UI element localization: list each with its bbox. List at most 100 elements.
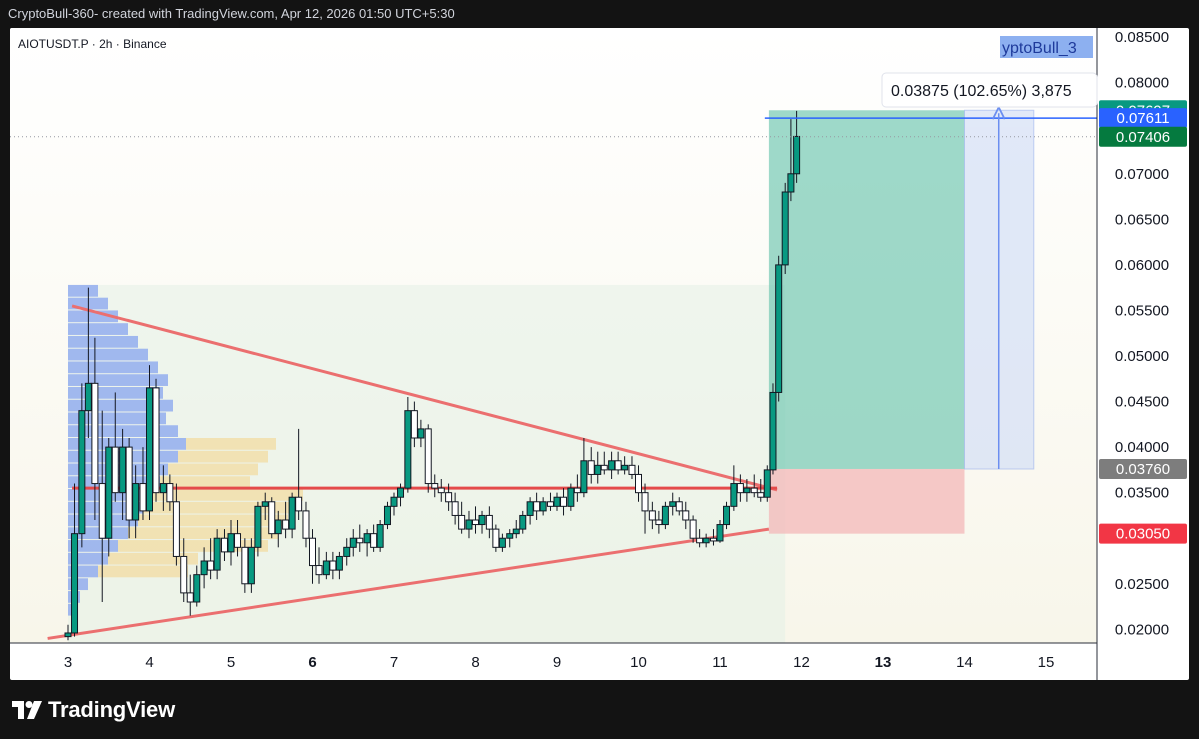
chart-frame[interactable]: 0.085000.080000.075000.070000.065000.060…: [10, 28, 1189, 680]
profile-bar-blue: [68, 323, 128, 335]
candle-body: [437, 487, 445, 494]
candle-body: [526, 501, 534, 516]
x-tick-label: 10: [630, 654, 647, 671]
y-tick-label: 0.06500: [1115, 211, 1169, 228]
candle-body: [71, 533, 79, 634]
profile-bar-blue: [68, 565, 98, 578]
profile-bar-blue: [68, 412, 166, 425]
profile-bar-blue: [68, 335, 138, 348]
candle-body: [675, 501, 683, 512]
profile-bar-value-area: [118, 540, 268, 552]
profile-bar-blue: [68, 438, 186, 450]
candle-body: [661, 505, 669, 526]
candle-body: [172, 501, 180, 557]
candle-body: [587, 460, 595, 475]
candle-body: [553, 496, 561, 507]
y-tick-label: 0.08500: [1115, 29, 1169, 46]
x-tick-label: 13: [875, 654, 892, 671]
candle-body: [268, 501, 276, 535]
candle-body: [655, 519, 663, 526]
profile-bar-value-area: [138, 514, 288, 527]
candle-body: [220, 537, 228, 553]
candle-body: [485, 514, 493, 530]
candle-body: [417, 428, 425, 439]
candle-body: [608, 460, 616, 471]
candle-body: [682, 510, 690, 521]
time-axis[interactable]: 3 4 5 6 7 8 9 10 11 12 13 14 15: [64, 654, 1055, 671]
candle-body: [648, 510, 656, 521]
candle-body: [111, 446, 119, 494]
candle-body: [424, 428, 432, 485]
profile-bar-value-area: [178, 450, 268, 463]
y-tick-label: 0.04000: [1115, 439, 1169, 456]
price-tag-stop: [1099, 523, 1187, 544]
candle-body: [594, 464, 602, 475]
measure-tooltip: 0.03875 (102.65%) 3,875: [881, 72, 1098, 108]
candle-body: [186, 592, 194, 603]
candle-body: [247, 546, 255, 585]
price-tag-line: [1099, 108, 1187, 129]
candle-body: [91, 382, 99, 485]
x-tick-label: 12: [793, 654, 810, 671]
candle-body: [492, 528, 500, 548]
triangle-resistance-line[interactable]: [71, 304, 778, 492]
candle-body: [635, 473, 642, 494]
candle-body: [410, 410, 418, 439]
candle-body: [295, 496, 303, 512]
price-tag-last: [1099, 126, 1187, 147]
candle-body: [730, 483, 738, 507]
candle-body: [716, 524, 724, 542]
y-tick-label: 0.04500: [1115, 394, 1169, 411]
profile-bar-blue: [68, 527, 128, 540]
price-tag-stop-text: 0.03050: [1116, 526, 1170, 543]
profile-bar-blue: [68, 310, 118, 323]
profile-bar-value-area: [108, 552, 198, 565]
candle-body: [335, 555, 343, 571]
profile-bar-blue: [68, 374, 168, 386]
candle-body: [519, 514, 527, 530]
x-tick-label: 8: [471, 654, 479, 671]
candle-body: [84, 382, 92, 412]
candle-body: [560, 496, 568, 507]
candle-body: [600, 464, 608, 471]
x-tick-label: 5: [227, 654, 235, 671]
candle-body: [689, 519, 697, 539]
candle-body: [152, 387, 160, 494]
candle-body: [458, 514, 466, 530]
target-zone[interactable]: [768, 110, 965, 469]
y-tick-label: 0.05000: [1115, 348, 1169, 365]
candle-body: [234, 533, 242, 548]
triangle-support-line[interactable]: [47, 527, 770, 640]
profile-bar-blue: [68, 552, 108, 565]
candle-body: [696, 537, 704, 544]
candle-body: [98, 483, 106, 539]
candle-body: [227, 533, 235, 553]
candle-body: [478, 514, 486, 526]
symbol-info[interactable]: AIOTUSDT.P · 2h · Binance: [18, 37, 167, 51]
candle-body: [288, 496, 296, 530]
candle-body: [465, 519, 473, 530]
stop-zone[interactable]: [768, 468, 965, 534]
y-tick-label: 0.02500: [1115, 576, 1169, 593]
candle-body: [261, 501, 269, 507]
candle-body: [702, 537, 710, 544]
measure-tooltip-text: 0.03875 (102.65%) 3,875: [891, 83, 1072, 100]
candle-body: [769, 391, 777, 471]
tradingview-logo[interactable]: TradingView: [12, 697, 175, 723]
price-chart[interactable]: 0.085000.080000.075000.070000.065000.060…: [10, 28, 1189, 680]
candle-body: [356, 537, 364, 544]
candle-body: [750, 487, 758, 494]
candle-body: [105, 446, 113, 539]
candle-body: [793, 135, 801, 175]
footer-bar: [0, 680, 1199, 739]
candle-body: [669, 501, 677, 507]
candle-body: [282, 519, 290, 530]
candle-body: [757, 492, 765, 498]
candle-body: [723, 505, 731, 526]
candle-body: [64, 632, 72, 638]
candle-body: [390, 496, 398, 507]
y-tick-label: 0.02000: [1115, 621, 1169, 638]
candle-body: [533, 501, 541, 512]
candle-body: [343, 546, 351, 557]
candle-body: [498, 537, 506, 548]
